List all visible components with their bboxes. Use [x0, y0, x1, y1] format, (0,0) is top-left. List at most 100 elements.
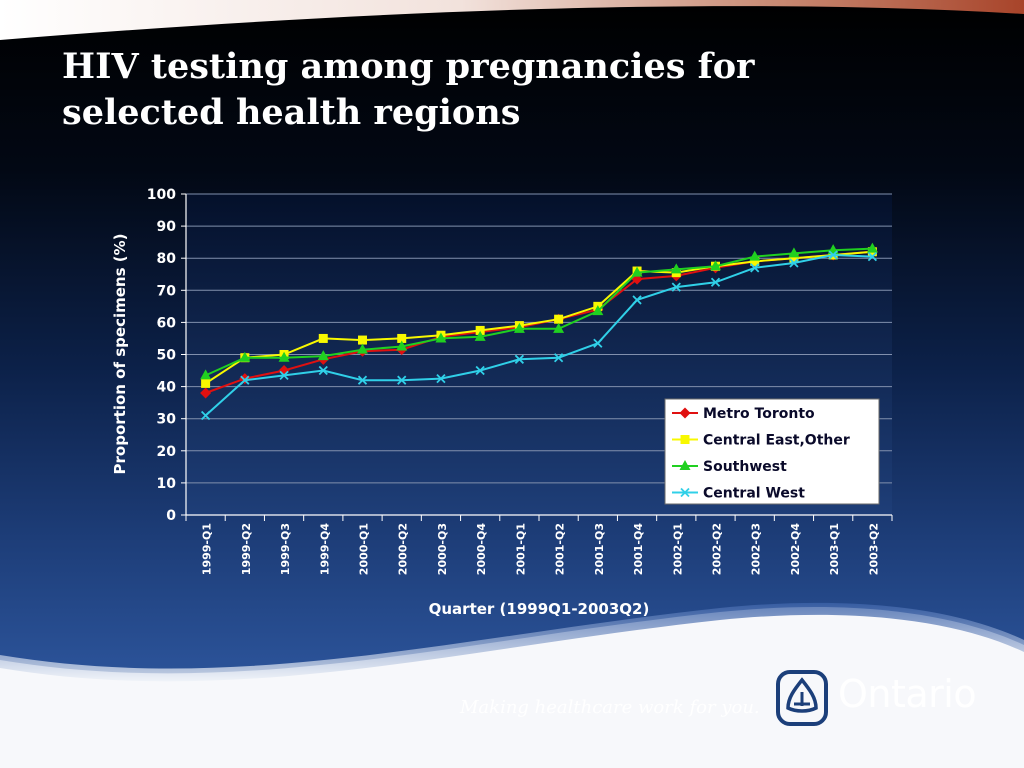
data-point — [710, 260, 721, 271]
x-tick-label: 2000-Q2 — [397, 523, 410, 575]
tagline: Making healthcare work for you. — [460, 697, 760, 718]
x-axis-ticks: 1999-Q1 1999-Q2 1999-Q3 1999-Q4 2000-Q1 2000-… — [185, 515, 893, 576]
x-tick-label: 2003-Q2 — [867, 523, 880, 575]
data-point — [317, 350, 329, 361]
data-point — [475, 365, 485, 376]
legend-item: Metro Toronto — [672, 406, 815, 422]
legend-item: Central West — [672, 486, 805, 502]
y-tick-label: 40 — [157, 380, 177, 396]
series-southwest — [200, 242, 878, 380]
x-axis-label: Quarter (1999Q1-2003Q2) — [429, 600, 650, 618]
data-point — [318, 365, 328, 376]
x-tick-label: 1999-Q1 — [201, 523, 214, 575]
series-line — [204, 253, 873, 417]
data-point — [200, 410, 211, 421]
y-axis-ticks: 0 10 20 30 40 50 60 70 80 90 100 — [147, 187, 186, 524]
x-tick-label: 1999-Q4 — [318, 523, 331, 576]
y-tick-label: 80 — [157, 251, 177, 267]
legend-label: Southwest — [703, 459, 787, 475]
x-tick-label: 2002-Q1 — [671, 523, 684, 575]
x-tick-label: 2001-Q2 — [554, 523, 567, 575]
y-tick-label: 0 — [166, 508, 176, 524]
gridlines — [186, 193, 892, 484]
x-tick-label: 1999-Q3 — [279, 523, 292, 575]
legend: Metro Toronto Central East,Other Southwest… — [664, 398, 880, 505]
x-tick-label: 1999-Q2 — [240, 523, 253, 575]
legend-item: Southwest — [672, 459, 787, 475]
y-tick-label: 70 — [157, 283, 177, 299]
data-point — [397, 375, 407, 385]
data-point — [710, 277, 721, 287]
legend-item: Central East,Other — [672, 433, 850, 449]
legend-label: Central East,Other — [703, 433, 850, 449]
data-point — [200, 369, 212, 380]
y-tick-label: 60 — [157, 315, 177, 331]
data-point — [789, 253, 799, 263]
data-point — [474, 330, 486, 341]
data-point — [553, 353, 564, 363]
data-point — [200, 387, 212, 399]
data-point — [435, 332, 447, 343]
data-point — [475, 325, 485, 335]
bottom-light-panel — [0, 607, 1024, 768]
legend-label: Metro Toronto — [703, 406, 815, 422]
data-point — [828, 250, 838, 260]
data-point — [396, 340, 408, 351]
legend-marker — [680, 435, 690, 444]
data-point — [554, 314, 564, 324]
legend-marker — [679, 407, 691, 419]
data-point — [357, 375, 368, 385]
x-tick-label: 2001-Q4 — [632, 523, 645, 576]
series-line — [205, 250, 873, 385]
data-point — [436, 373, 446, 384]
data-point — [671, 282, 681, 292]
top-accent-band — [0, 0, 1024, 40]
data-point — [240, 375, 250, 385]
x-tick-label: 2000-Q1 — [358, 523, 371, 575]
y-axis-label: Proportion of specimens (%) — [111, 234, 129, 475]
brand-wordmark: Ontario — [838, 672, 977, 716]
series-line — [205, 247, 873, 377]
series-central-west — [200, 250, 878, 421]
y-tick-label: 30 — [157, 412, 177, 428]
data-point — [750, 263, 760, 273]
legend-marker — [680, 487, 690, 498]
y-tick-label: 90 — [157, 219, 177, 235]
data-point — [514, 354, 525, 364]
y-tick-label: 50 — [157, 348, 177, 364]
data-point — [749, 250, 761, 261]
data-point — [357, 343, 368, 354]
x-tick-label: 2003-Q1 — [828, 523, 841, 575]
x-tick-label: 2001-Q3 — [593, 523, 606, 575]
data-point — [867, 251, 878, 262]
legend-box — [664, 398, 880, 505]
x-tick-label: 2001-Q1 — [514, 523, 527, 575]
x-tick-label: 2002-Q4 — [789, 523, 802, 576]
y-tick-label: 10 — [157, 476, 177, 492]
data-point — [279, 370, 289, 381]
data-point — [788, 247, 800, 258]
data-point — [513, 322, 525, 333]
slide-title: HIV testing among pregnancies for select… — [62, 46, 755, 133]
x-tick-label: 2002-Q3 — [750, 523, 763, 575]
data-point — [201, 378, 211, 388]
bottom-wave-highlight — [0, 602, 1024, 682]
data-point — [866, 242, 878, 253]
x-tick-label: 2002-Q2 — [711, 523, 724, 575]
data-point — [239, 351, 251, 362]
data-point — [358, 335, 367, 345]
data-point — [553, 322, 565, 333]
data-point — [278, 351, 290, 362]
data-point — [631, 266, 643, 277]
legend-label: Central West — [703, 486, 805, 502]
x-tick-label: 2000-Q4 — [475, 523, 488, 576]
y-tick-label: 100 — [147, 187, 176, 203]
data-point — [789, 258, 799, 268]
data-point — [593, 338, 603, 348]
legend-marker — [679, 460, 691, 470]
series-layer — [200, 242, 878, 421]
data-point — [318, 333, 328, 343]
data-point — [670, 263, 682, 274]
